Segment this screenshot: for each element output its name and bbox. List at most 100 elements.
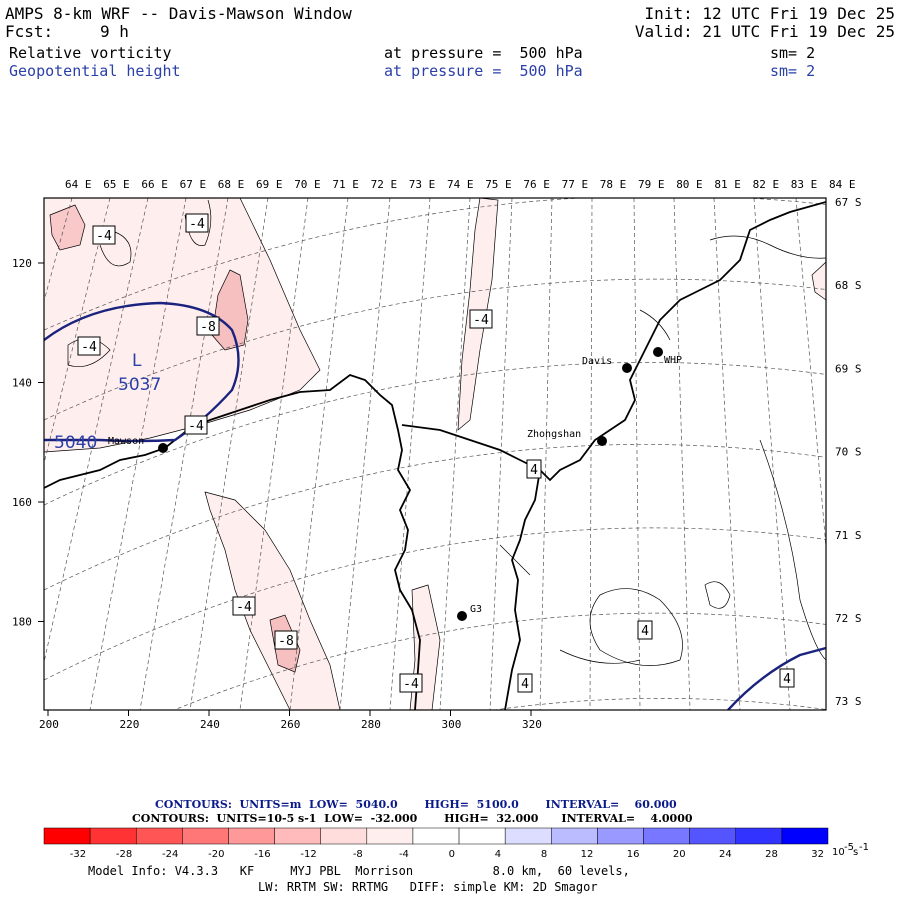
vorticity-label: -4	[189, 217, 205, 232]
colorbar-label: 8	[541, 849, 547, 860]
vorticity-label: -4	[96, 229, 112, 244]
coastline	[44, 201, 826, 710]
vorticity-label-box	[637, 620, 653, 640]
vorticity-label: -4	[236, 600, 252, 615]
longitude-label: 64 E	[65, 178, 92, 191]
colorbar-label: 0	[449, 849, 455, 860]
map-svg: Mawson Davis WHP Zhongshan G3 L 5037 504…	[12, 178, 862, 731]
low-value: 5037	[118, 375, 161, 395]
colorbar-label: 28	[765, 849, 778, 860]
vorticity-label-box	[517, 673, 533, 693]
longitude-label: 74 E	[447, 178, 474, 191]
colorbar-swatch	[182, 827, 229, 845]
colorbar-swatch	[274, 827, 321, 845]
field1-name: Relative vorticity	[9, 44, 172, 62]
colorbar-swatch	[597, 827, 644, 845]
longitude-label: 69 E	[256, 178, 283, 191]
longitude-label: 67 E	[180, 178, 207, 191]
colorbar-units-exponent: -5	[844, 842, 854, 853]
forecast-value: 9 h	[100, 22, 129, 41]
y-tick-label: 160	[12, 496, 32, 509]
station-mawson: Mawson	[108, 436, 144, 447]
vorticity-label-box	[92, 225, 116, 245]
vorticity-shade-west-inner	[49, 204, 86, 251]
model-info-line2: LW: RRTM SW: RRTMG DIFF: simple KM: 2D S…	[258, 880, 598, 894]
field1-smoothing: sm= 2	[770, 44, 816, 62]
whp-marker	[653, 347, 663, 357]
vorticity-label: -4	[81, 340, 97, 355]
colorbar-label: 4	[495, 849, 501, 860]
vorticity-label-box	[184, 415, 208, 435]
zhongshan-marker	[597, 436, 607, 446]
x-tick-label: 300	[442, 718, 462, 731]
colorbar-label: 16	[627, 849, 640, 860]
colorbar-label: -12	[300, 849, 316, 860]
low-symbol: L	[132, 351, 142, 371]
vorticity-label-box	[232, 596, 256, 616]
field2-level: at pressure = 500 hPa	[384, 62, 583, 80]
colorbar-swatch	[735, 827, 783, 845]
longitude-label: 70 E	[294, 178, 321, 191]
vorticity-label: 4	[521, 677, 529, 692]
vorticity-label-box	[526, 459, 542, 479]
longitude-label: 80 E	[676, 178, 703, 191]
colorbar-swatch	[366, 827, 414, 845]
colorbar-label: 12	[581, 849, 594, 860]
vorticity-label: -4	[473, 313, 489, 328]
y-axis-ticks: 120 140 160 180	[12, 257, 44, 629]
plot-title: AMPS 8-km WRF -- Davis-Mawson Window	[5, 4, 352, 23]
height-contours-info: CONTOURS: UNITS=m LOW= 5040.0 HIGH= 5100…	[155, 798, 677, 811]
field1-level: at pressure = 500 hPa	[384, 44, 583, 62]
latitude-label: 67 S	[835, 196, 862, 209]
mawson-marker	[158, 443, 168, 453]
colorbar-swatch	[458, 827, 506, 845]
colorbar-label: -28	[116, 849, 132, 860]
latitude-label: 71 S	[835, 529, 862, 542]
x-tick-label: 220	[120, 718, 140, 731]
colorbar: -32 -28 -24 -20 -16 -12 -8 -4 0 4 8 12 16 20 24 28 32 10…	[43, 827, 869, 860]
colorbar-swatch	[89, 827, 137, 845]
colorbar-swatch	[781, 827, 829, 845]
colorbar-units: 10	[832, 847, 845, 858]
colorbar-swatch	[551, 827, 598, 845]
vorticity-shade-east-edge	[811, 261, 826, 301]
x-tick-label: 280	[361, 718, 381, 731]
x-tick-label: 260	[281, 718, 301, 731]
vorticity-label: 4	[641, 624, 649, 639]
colorbar-swatch	[689, 827, 737, 845]
vorticity-label: 4	[530, 463, 538, 478]
x-tick-label: 200	[39, 718, 59, 731]
latitude-labels: 67 S 68 S 69 S 70 S 71 S 72 S 73 S	[835, 196, 862, 708]
g3-marker	[457, 611, 467, 621]
vorticity-shade-center-blob	[211, 269, 249, 351]
longitude-label: 84 E	[829, 178, 856, 191]
longitude-label: 71 E	[332, 178, 359, 191]
colorbar-label: 24	[719, 849, 732, 860]
colorbar-swatch	[320, 827, 368, 845]
longitude-labels: 64 E 65 E 66 E 67 E 68 E 69 E 70 E 71 E 72 E 73 E…	[65, 178, 856, 191]
longitude-label: 81 E	[714, 178, 741, 191]
vorticity-label: 4	[783, 672, 791, 687]
height-contour-5040-low	[44, 301, 240, 443]
vorticity-label-box	[274, 630, 298, 650]
vorticity-label-box	[77, 336, 101, 356]
vorticity-label: -4	[188, 419, 204, 434]
forecast-label: Fcst:	[5, 22, 54, 41]
latitude-label: 68 S	[835, 279, 862, 292]
y-tick-label: 180	[12, 616, 32, 629]
longitude-label: 75 E	[485, 178, 512, 191]
x-tick-label: 240	[200, 718, 220, 731]
longitude-label: 65 E	[103, 178, 130, 191]
colorbar-swatch	[228, 827, 275, 845]
height-contour-label: 5040	[54, 433, 97, 453]
vorticity-label-box	[469, 309, 493, 329]
colorbar-label: -8	[353, 849, 363, 860]
colorbar-units-tail-exponent: -1	[859, 842, 869, 853]
longitude-label: 82 E	[753, 178, 780, 191]
vorticity-label-box	[399, 673, 423, 693]
valid-time: Valid: 21 UTC Fri 19 Dec 25	[634, 22, 895, 41]
davis-marker	[622, 363, 632, 373]
longitude-label: 73 E	[409, 178, 436, 191]
y-tick-label: 140	[12, 377, 32, 390]
colorbar-swatch	[135, 827, 183, 845]
